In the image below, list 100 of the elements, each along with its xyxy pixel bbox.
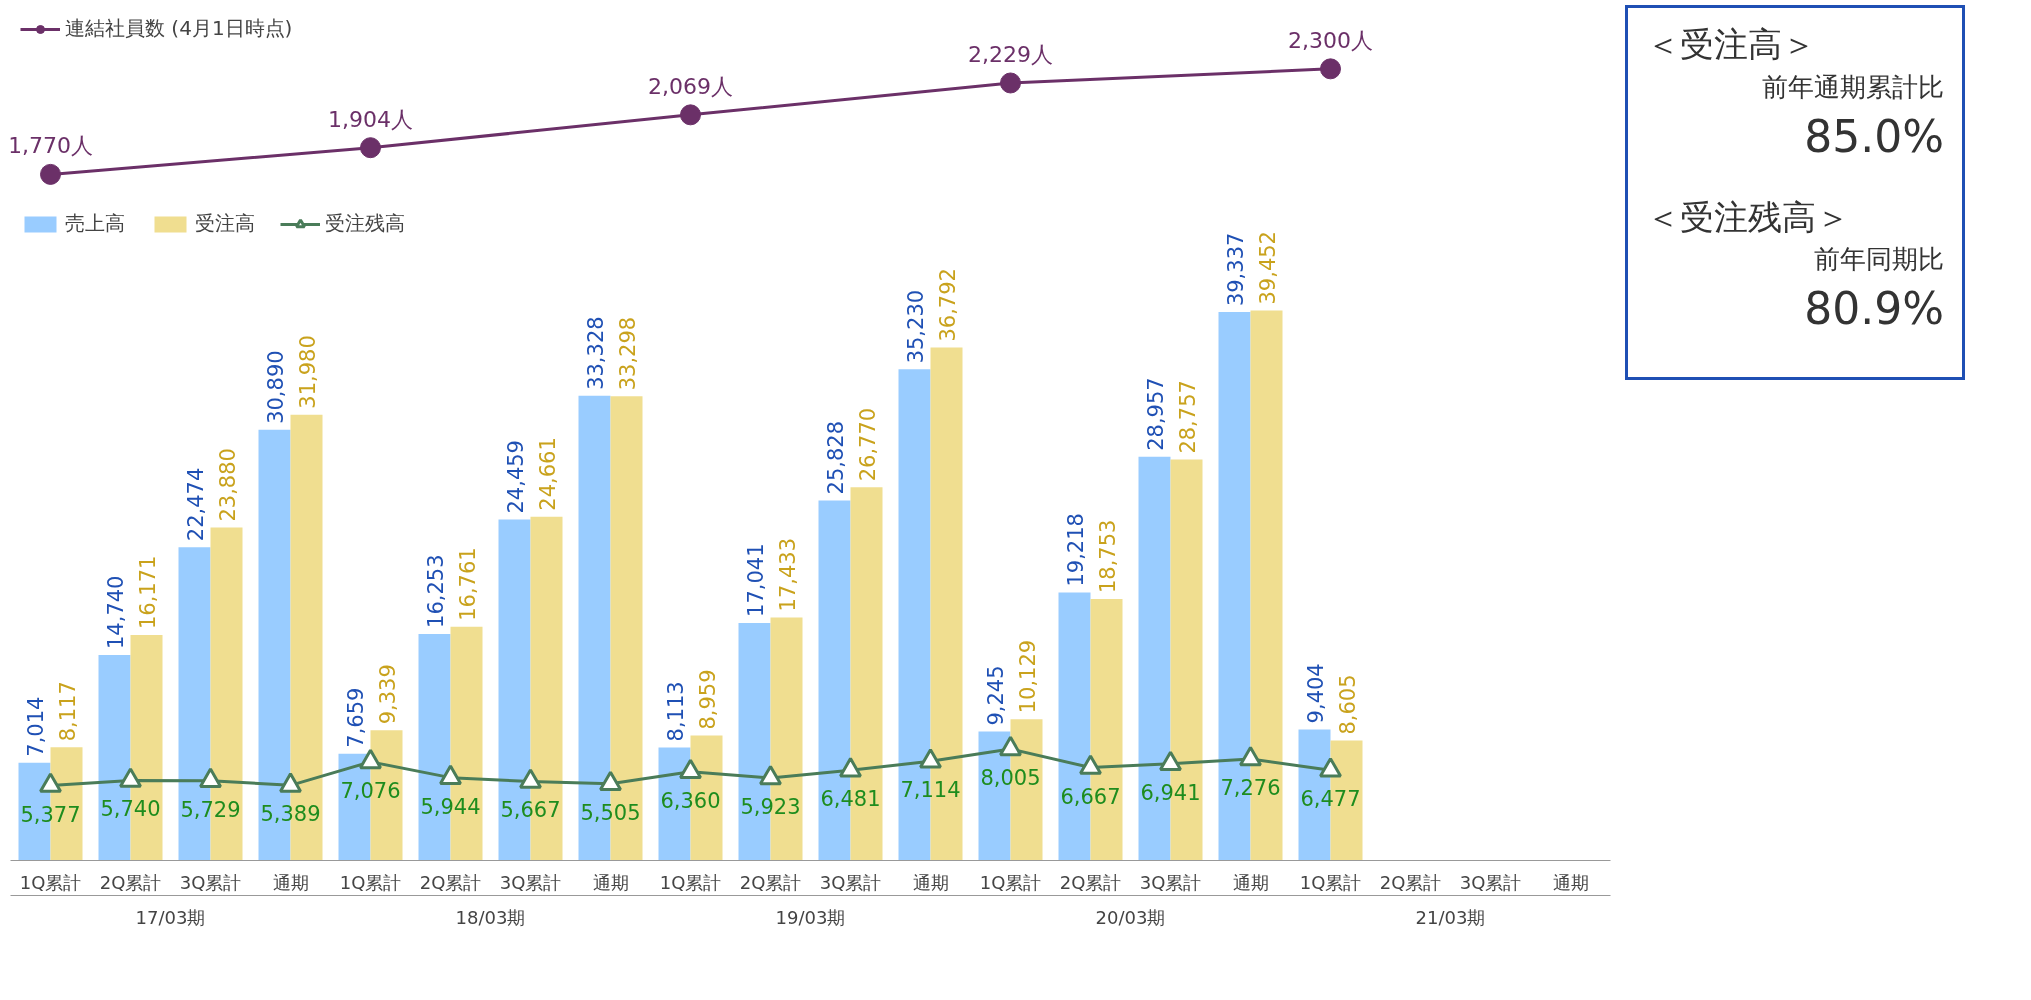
text: 85.0% [1803,109,1944,164]
text: 80.9% [1803,282,1944,337]
x-tick-label: 2Q累計 [1059,871,1122,893]
data-label: 8,005 [980,765,1041,790]
point [40,163,61,185]
x-tick-label: 通期 [272,871,309,893]
point [39,772,62,793]
data-label: 6,360 [660,788,721,813]
point [439,764,462,785]
data-label: 7,114 [900,778,961,803]
data-label: 5,740 [100,797,161,822]
data-label: 8,113 [663,681,688,742]
data-label: 35,230 [903,289,928,364]
x-tick-label: 2Q累計 [419,871,482,893]
x-tick-label: 2Q累計 [1379,871,1442,893]
data-label: 7,276 [1220,776,1281,801]
data-label: 5,667 [500,798,561,823]
point [1239,746,1262,767]
data-label: 16,761 [455,547,480,621]
point [1159,750,1182,772]
data-label: 33,298 [615,316,640,391]
point [1320,58,1341,80]
data-label: 2,300人 [1288,27,1373,53]
text: 21/03期 [1415,906,1486,928]
data-label: 17,041 [743,543,768,617]
text: 前年同期比 [1813,243,1944,277]
text: 20/03期 [1095,906,1166,928]
data-label: 22,474 [183,467,208,542]
data-label: 30,890 [263,350,288,424]
data-label: 14,740 [103,575,128,650]
point [1079,754,1102,775]
x-tick-label: 3Q累計 [1459,871,1522,893]
x-tick-label: 通期 [1552,871,1589,893]
data-label: 7,014 [23,696,48,757]
data-label: 18,753 [1095,519,1120,594]
data-label: 1,904人 [328,106,413,132]
data-label: 25,828 [823,420,848,495]
text: 19/03期 [775,906,846,928]
data-label: 6,941 [1140,780,1201,805]
point [519,768,542,789]
x-tick-label: 1Q累計 [1299,871,1362,893]
legend-label: 連結社員数 (4月1日時点) [65,15,293,42]
x-tick-label: 1Q累計 [659,871,722,893]
data-label: 8,117 [55,681,80,742]
text: ＜受注高＞ [1646,23,1817,66]
data-label: 24,661 [535,437,560,511]
data-label: 5,944 [420,794,481,819]
x-tick-label: 3Q累計 [499,871,562,893]
point [679,758,702,780]
data-label: 8,605 [1335,674,1360,735]
data-label: 6,481 [820,787,881,812]
data-label: 9,339 [375,664,400,725]
data-label: 6,667 [1060,784,1121,809]
point [359,748,382,770]
data-label: 10,129 [1015,639,1040,714]
x-tick-label: 2Q累計 [739,871,802,893]
data-label: 24,459 [503,440,528,514]
data-label: 19,218 [1063,513,1088,587]
x-tick-label: 1Q累計 [979,871,1042,893]
x-tick-label: 1Q累計 [339,871,402,893]
data-label: 5,729 [180,797,241,822]
legend-label: 受注高 [195,210,255,237]
data-label: 7,076 [340,778,401,803]
data-label: 28,957 [1143,377,1168,451]
legend-label: 売上高 [65,210,125,237]
point [839,757,862,778]
x-tick-label: 通期 [1232,871,1269,893]
x-tick-label: 3Q累計 [1139,871,1202,893]
data-label: 28,757 [1175,380,1200,454]
data-label: 5,923 [740,794,801,819]
data-label: 26,770 [855,407,880,482]
point [999,735,1022,757]
data-label: 9,404 [1303,663,1328,724]
data-label: 16,253 [423,554,448,628]
legend-label: 受注残高 [325,210,405,237]
text: ＜受注残高＞ [1646,195,1851,239]
data-label: 7,659 [343,687,368,748]
point [199,767,222,788]
point [360,137,381,159]
data-label: 23,880 [215,448,240,522]
point [119,767,142,788]
data-label: 5,505 [580,800,641,825]
data-label: 39,337 [1223,232,1248,307]
data-label: 39,452 [1255,231,1280,305]
data-label: 17,433 [775,537,800,612]
point [919,748,942,769]
x-tick-label: 3Q累計 [819,871,882,893]
x-tick-label: 3Q累計 [179,871,242,893]
data-label: 8,959 [695,669,720,730]
data-label: 5,389 [260,802,321,827]
x-tick-label: 通期 [592,871,629,893]
point [1319,757,1342,778]
text: 17/03期 [135,906,206,928]
point [680,104,701,126]
data-label: 2,229人 [968,41,1053,67]
data-label: 6,477 [1300,787,1361,812]
data-label: 1,770人 [8,133,93,159]
point [759,764,782,786]
data-label: 36,792 [935,268,960,342]
x-tick-label: 通期 [912,871,949,893]
